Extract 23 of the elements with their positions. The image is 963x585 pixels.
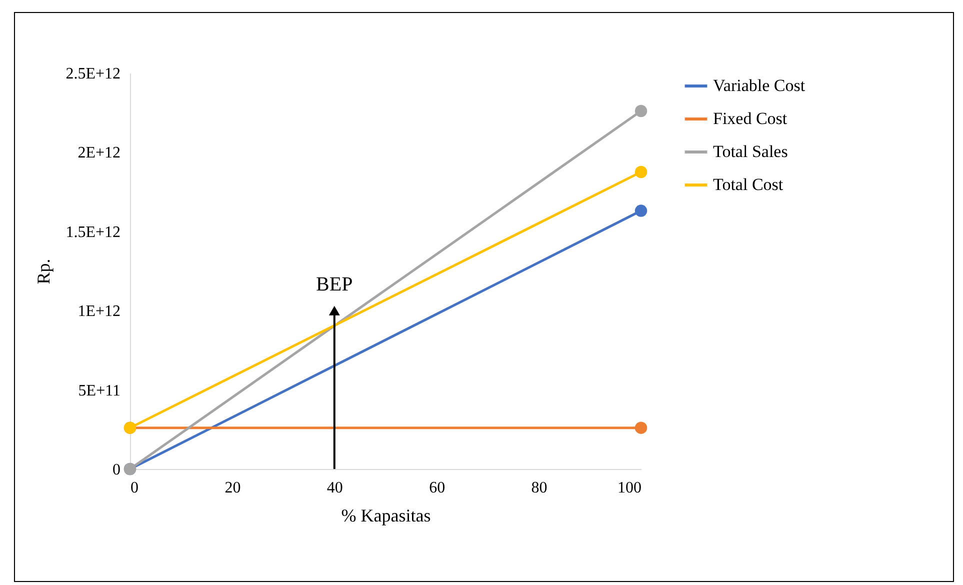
x-tick-label: 20 [224, 480, 241, 496]
legend-label: Total Sales [713, 142, 788, 161]
point [634, 104, 648, 118]
legend-label: Total Cost [713, 175, 784, 194]
legend-label: Variable Cost [713, 76, 806, 95]
annotation: BEP [316, 274, 353, 296]
x-tick-label: 60 [429, 480, 446, 496]
y-tick-label: 2E+12 [78, 144, 120, 162]
y-tick-label: 2.5E+12 [66, 66, 120, 82]
legend-label: Fixed Cost [713, 109, 788, 128]
x-tick-label: 80 [531, 480, 548, 496]
y-tick-label: 5E+11 [78, 382, 120, 400]
x-axis-title: % Kapasitas [341, 506, 431, 526]
y-tick-label: 1.5E+12 [66, 224, 120, 241]
y-tick-label: 1E+12 [78, 303, 120, 320]
x-tick-label: 0 [130, 480, 138, 496]
y-tick-label: 0 [112, 462, 120, 478]
x-tick-label: 40 [326, 480, 343, 496]
point [634, 204, 648, 217]
point [634, 166, 648, 178]
x-tick-label: 100 [618, 480, 642, 496]
point [634, 422, 648, 434]
y-axis-title: Rp. [34, 258, 54, 284]
